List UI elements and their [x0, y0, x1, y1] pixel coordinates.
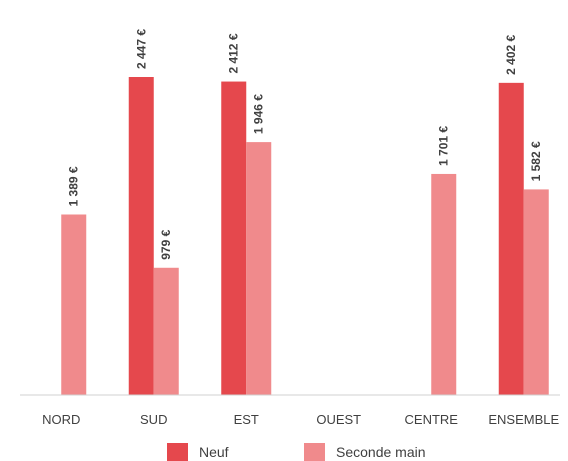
- x-tick-ouest: OUEST: [316, 412, 361, 427]
- x-axis-ticks: NORD SUD EST OUEST CENTRE ENSEMBLE: [42, 412, 559, 427]
- legend-label-neuf: Neuf: [199, 444, 229, 460]
- bar-seconde-main-ensemble: [523, 189, 549, 395]
- bar-seconde-main-centre: [431, 173, 457, 395]
- bar-seconde-main-sud: [153, 267, 179, 395]
- data-label-seconde-main-sud: 979 €: [159, 229, 173, 259]
- data-label-seconde-main-nord: 1 389 €: [67, 166, 81, 206]
- data-label-neuf-est: 2 412 €: [227, 33, 241, 73]
- x-tick-ensemble: ENSEMBLE: [488, 412, 559, 427]
- x-tick-est: EST: [234, 412, 259, 427]
- data-label-seconde-main-ensemble: 1 582 €: [529, 141, 543, 181]
- x-tick-sud: SUD: [140, 412, 167, 427]
- bar-neuf-sud: [128, 77, 154, 395]
- data-label-neuf-ensemble: 2 402 €: [504, 34, 518, 74]
- legend-swatch-seconde-main: [304, 443, 325, 461]
- bar-seconde-main-nord: [61, 214, 87, 395]
- x-tick-nord: NORD: [42, 412, 80, 427]
- legend: Neuf Seconde main: [167, 443, 426, 461]
- bar-neuf-est: [221, 81, 247, 395]
- x-tick-centre: CENTRE: [405, 412, 459, 427]
- legend-swatch-neuf: [167, 443, 188, 461]
- bar-seconde-main-est: [246, 142, 272, 395]
- data-labels-layer: 1 389 € 2 447 € 979 € 2 412 € 1 946 € 1 701 €…: [67, 29, 544, 260]
- data-label-neuf-sud: 2 447 €: [134, 29, 148, 69]
- data-label-seconde-main-centre: 1 701 €: [437, 126, 451, 166]
- bars-layer: [61, 77, 549, 396]
- legend-label-seconde-main: Seconde main: [336, 444, 426, 460]
- data-label-seconde-main-est: 1 946 €: [252, 94, 266, 134]
- bar-neuf-ensemble: [498, 82, 524, 396]
